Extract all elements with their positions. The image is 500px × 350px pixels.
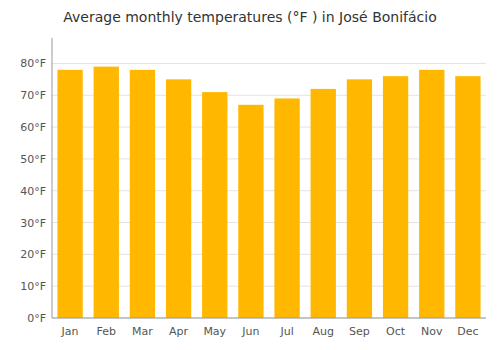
- y-tick-label: 10°F: [20, 280, 46, 293]
- x-tick-label: Jul: [279, 325, 293, 338]
- bar: [130, 70, 155, 318]
- y-tick-label: 50°F: [20, 153, 46, 166]
- bar: [57, 70, 82, 318]
- grid-line: [52, 318, 486, 319]
- y-tick-label: 0°F: [27, 312, 46, 325]
- x-tick-label: Feb: [97, 325, 116, 338]
- y-tick-label: 70°F: [20, 89, 46, 102]
- bar: [383, 76, 408, 318]
- x-tick-label: Sep: [349, 325, 370, 338]
- x-tick-label: May: [203, 325, 226, 338]
- title: Average monthly temperatures (°F ) in Jo…: [63, 9, 436, 25]
- bar: [202, 92, 227, 318]
- bar: [347, 79, 372, 318]
- y-tick-label: 30°F: [20, 217, 46, 230]
- bar: [94, 67, 119, 318]
- chart-svg: Average monthly temperatures (°F ) in Jo…: [0, 0, 500, 350]
- x-tick-label: Mar: [132, 325, 153, 338]
- chart-container: Average monthly temperatures (°F ) in Jo…: [0, 0, 500, 350]
- bar: [455, 76, 480, 318]
- x-tick-label: Nov: [421, 325, 443, 338]
- y-tick-label: 80°F: [20, 57, 46, 70]
- x-tick-label: Dec: [457, 325, 478, 338]
- bars: [57, 67, 480, 318]
- bar: [274, 98, 299, 318]
- bar: [166, 79, 191, 318]
- x-tick-label: Apr: [169, 325, 189, 338]
- bar: [238, 105, 263, 318]
- x-axis-line: [52, 318, 486, 319]
- y-tick-label: 40°F: [20, 185, 46, 198]
- x-tick-label: Aug: [313, 325, 334, 338]
- x-tick-label: Oct: [386, 325, 406, 338]
- y-tick-label: 60°F: [20, 121, 46, 134]
- grid-line: [52, 63, 486, 64]
- x-tick-label: Jan: [61, 325, 79, 338]
- y-grid: [52, 63, 486, 318]
- y-tick-label: 20°F: [20, 248, 46, 261]
- bar: [419, 70, 444, 318]
- y-axis-line: [52, 38, 53, 318]
- bar: [311, 89, 336, 318]
- x-tick-label: Jun: [241, 325, 259, 338]
